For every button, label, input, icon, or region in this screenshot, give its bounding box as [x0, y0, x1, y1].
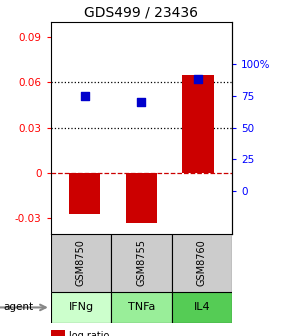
Text: GSM8755: GSM8755: [136, 240, 146, 286]
Bar: [51, 292, 111, 323]
Text: GSM8750: GSM8750: [76, 240, 86, 286]
Point: [82, 93, 87, 98]
Text: agent: agent: [3, 302, 33, 312]
Bar: [111, 234, 172, 292]
Text: TNFa: TNFa: [128, 302, 155, 312]
Text: IFNg: IFNg: [68, 302, 93, 312]
Bar: [51, 234, 111, 292]
Bar: [182, 75, 214, 173]
Point: [139, 99, 144, 105]
Bar: [69, 173, 100, 214]
Point: [196, 77, 200, 82]
Bar: [126, 173, 157, 223]
Text: IL4: IL4: [193, 302, 210, 312]
Title: GDS499 / 23436: GDS499 / 23436: [84, 5, 198, 19]
Text: log ratio: log ratio: [69, 331, 110, 336]
Text: GSM8760: GSM8760: [197, 240, 207, 286]
Bar: [172, 292, 232, 323]
Bar: [172, 234, 232, 292]
Bar: [111, 292, 172, 323]
Bar: [51, 330, 65, 336]
